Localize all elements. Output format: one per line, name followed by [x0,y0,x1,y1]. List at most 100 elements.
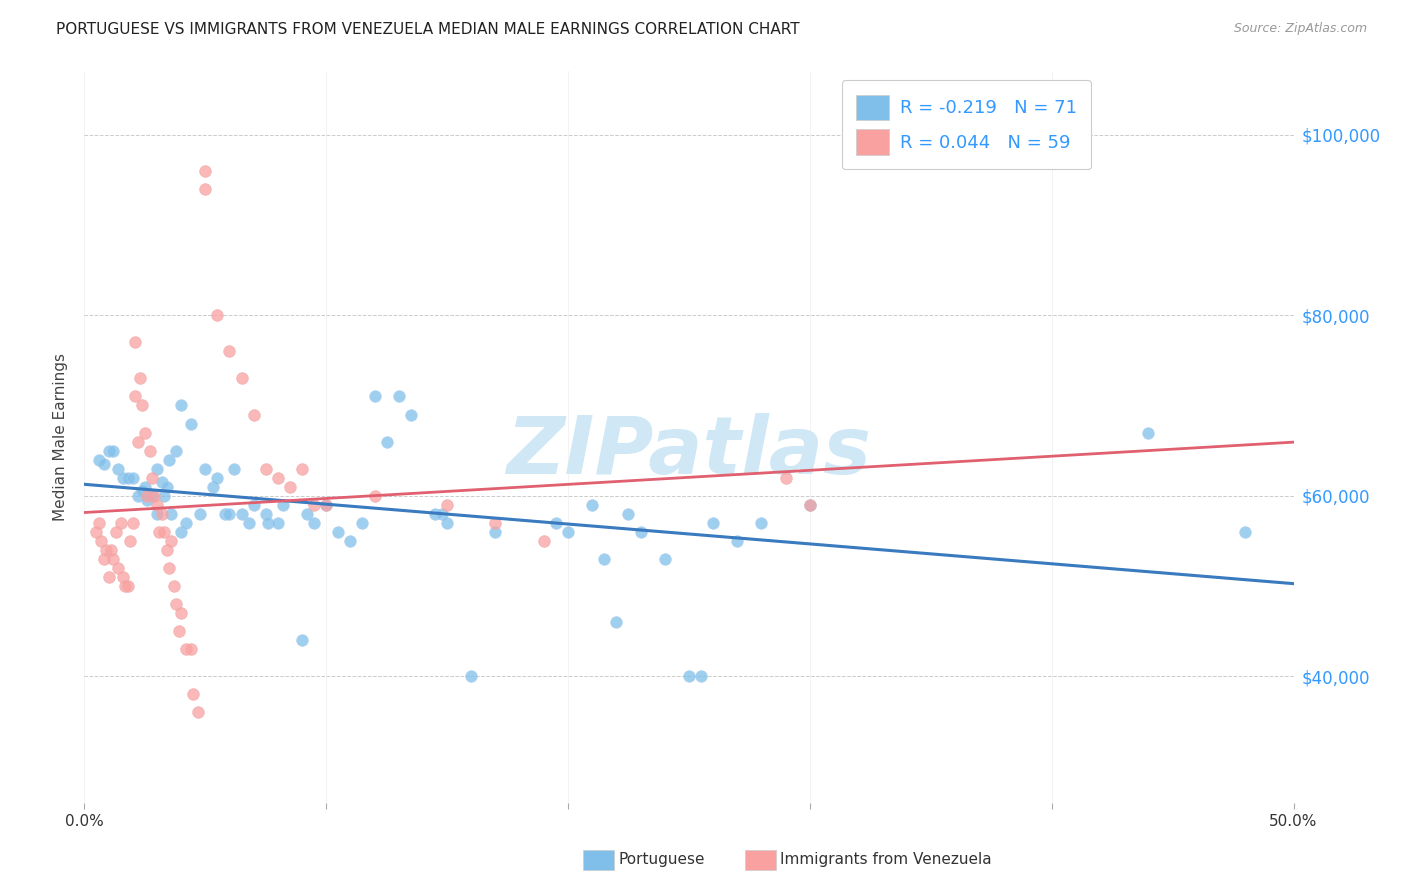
Point [799,498,821,512]
Text: ZIPatlas: ZIPatlas [506,413,872,491]
Point [399,408,422,422]
Point [141,489,163,503]
Point [678,669,700,683]
Point [117,471,139,485]
Point [254,507,277,521]
Point [112,471,135,485]
Point [174,642,197,657]
Point [143,489,166,503]
Point [100,543,122,558]
Point [87,452,110,467]
Point [103,552,125,566]
Point [97,443,120,458]
Point [432,507,454,521]
Point [170,399,193,413]
Point [190,507,212,521]
Point [174,516,197,530]
Point [107,461,129,475]
Point [150,507,173,521]
Point [110,516,132,530]
Point [328,524,350,539]
Point [436,516,458,530]
Point [150,475,173,490]
Point [180,642,202,657]
Point [136,493,159,508]
Point [295,507,318,521]
Point [167,624,190,639]
Point [153,489,176,503]
Point [436,498,458,512]
Point [153,524,176,539]
Point [581,498,603,512]
Point [93,552,115,566]
Point [218,344,240,359]
Point [104,524,127,539]
Point [170,524,193,539]
Point [218,507,240,521]
Point [484,524,506,539]
Point [690,669,713,683]
Point [181,688,204,702]
Point [231,507,253,521]
Point [725,533,748,548]
Point [315,498,337,512]
Point [617,507,640,521]
Point [165,443,187,458]
Point [112,570,135,584]
Text: Immigrants from Venezuela: Immigrants from Venezuela [780,853,993,867]
Point [160,533,183,548]
Point [194,182,217,196]
Point [120,533,142,548]
Point [160,507,183,521]
Point [90,533,112,548]
Point [315,498,337,512]
Point [238,516,260,530]
Point [654,552,676,566]
Point [124,389,146,403]
Point [134,480,156,494]
Point [194,163,217,178]
Point [124,335,146,350]
Point [242,408,264,422]
Point [117,579,139,593]
Point [207,308,229,322]
Legend: R = -0.219   N = 71, R = 0.044   N = 59: R = -0.219 N = 71, R = 0.044 N = 59 [842,80,1091,169]
Point [121,471,143,485]
Point [799,498,821,512]
Point [131,484,153,499]
Point [1137,425,1160,440]
Point [138,443,160,458]
Point [242,498,264,512]
Point [484,516,506,530]
Point [702,516,724,530]
Point [630,524,652,539]
Point [148,524,170,539]
Text: Portuguese: Portuguese [619,853,706,867]
Point [267,516,290,530]
Point [141,471,163,485]
Point [257,516,280,530]
Point [267,471,290,485]
Point [423,507,446,521]
Point [97,570,120,584]
Point [157,561,180,575]
Point [593,552,616,566]
Point [121,516,143,530]
Point [180,417,202,431]
Point [170,606,193,620]
Point [224,461,246,475]
Point [352,516,374,530]
Point [146,507,169,521]
Point [254,461,277,475]
Point [302,498,325,512]
Point [605,615,627,630]
Point [1234,524,1257,539]
Point [339,533,361,548]
Point [114,579,136,593]
Point [136,489,159,503]
Point [291,633,314,648]
Point [291,461,314,475]
Text: PORTUGUESE VS IMMIGRANTS FROM VENEZUELA MEDIAN MALE EARNINGS CORRELATION CHART: PORTUGUESE VS IMMIGRANTS FROM VENEZUELA … [56,22,800,37]
Point [131,399,153,413]
Point [302,516,325,530]
